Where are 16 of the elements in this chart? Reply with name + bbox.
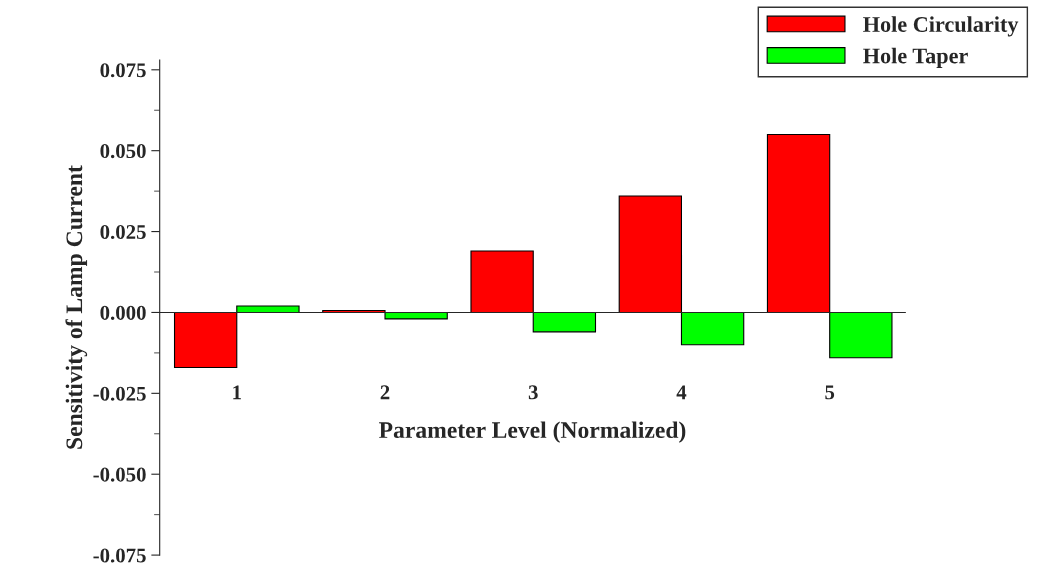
y-axis-title: Sensitivity of Lamp Current — [65, 165, 88, 449]
y-tick-label: -0.025 — [93, 386, 146, 401]
y-tick-label: 0.050 — [100, 144, 146, 159]
y-tick-label: -0.075 — [93, 548, 146, 563]
legend-label: Hole Taper — [863, 47, 968, 68]
legend-label: Hole Circularity — [863, 16, 1019, 37]
x-tick-label: 1 — [233, 385, 241, 400]
y-tick-label: 0.075 — [100, 63, 146, 78]
y-tick-label: 0.025 — [100, 224, 146, 240]
x-tick-label: 2 — [380, 385, 390, 400]
y-tick-label: -0.050 — [93, 467, 146, 482]
x-tick-label: 5 — [825, 385, 835, 400]
x-tick-label: 3 — [528, 385, 538, 400]
x-axis-title: Parameter Level (Normalized) — [379, 421, 686, 443]
x-tick-label: 4 — [676, 385, 687, 400]
y-tick-label: 0.000 — [100, 305, 146, 320]
